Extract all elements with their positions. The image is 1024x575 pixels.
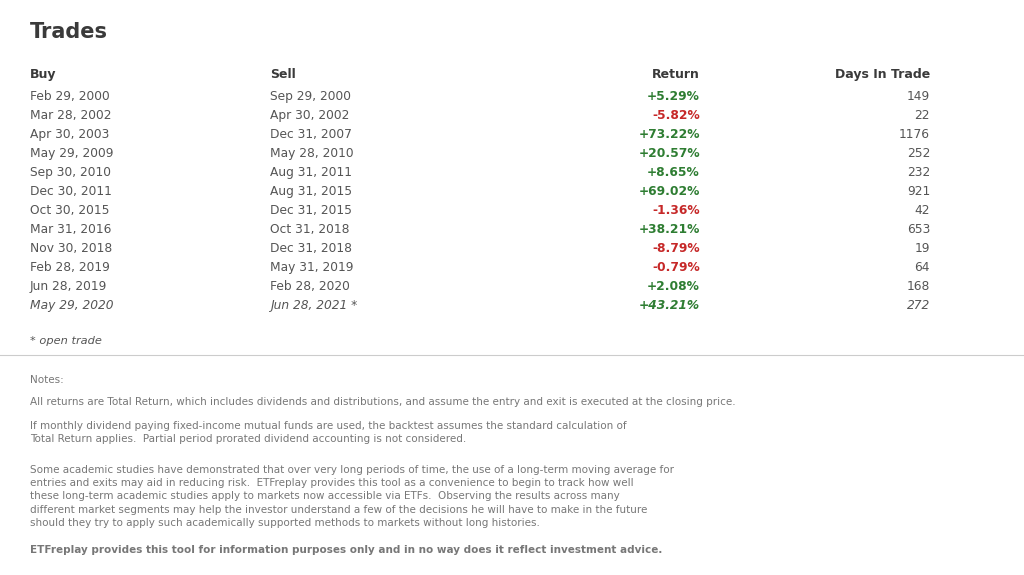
- Text: Some academic studies have demonstrated that over very long periods of time, the: Some academic studies have demonstrated …: [30, 465, 674, 528]
- Text: Jun 28, 2021 *: Jun 28, 2021 *: [270, 299, 357, 312]
- Text: Days In Trade: Days In Trade: [835, 68, 930, 81]
- Text: 921: 921: [906, 185, 930, 198]
- Text: +73.22%: +73.22%: [639, 128, 700, 141]
- Text: 653: 653: [906, 223, 930, 236]
- Text: 64: 64: [914, 261, 930, 274]
- Text: 252: 252: [906, 147, 930, 160]
- Text: Trades: Trades: [30, 22, 108, 42]
- Text: Mar 31, 2016: Mar 31, 2016: [30, 223, 112, 236]
- Text: -5.82%: -5.82%: [652, 109, 700, 122]
- Text: Apr 30, 2003: Apr 30, 2003: [30, 128, 110, 141]
- Text: Return: Return: [652, 68, 700, 81]
- Text: Sep 29, 2000: Sep 29, 2000: [270, 90, 351, 103]
- Text: Sell: Sell: [270, 68, 296, 81]
- Text: Aug 31, 2015: Aug 31, 2015: [270, 185, 352, 198]
- Text: Jun 28, 2019: Jun 28, 2019: [30, 280, 108, 293]
- Text: +8.65%: +8.65%: [647, 166, 700, 179]
- Text: +38.21%: +38.21%: [639, 223, 700, 236]
- Text: Oct 31, 2018: Oct 31, 2018: [270, 223, 349, 236]
- Text: Aug 31, 2011: Aug 31, 2011: [270, 166, 352, 179]
- Text: Nov 30, 2018: Nov 30, 2018: [30, 242, 113, 255]
- Text: 232: 232: [906, 166, 930, 179]
- Text: 19: 19: [914, 242, 930, 255]
- Text: May 29, 2020: May 29, 2020: [30, 299, 114, 312]
- Text: Mar 28, 2002: Mar 28, 2002: [30, 109, 112, 122]
- Text: If monthly dividend paying fixed-income mutual funds are used, the backtest assu: If monthly dividend paying fixed-income …: [30, 421, 627, 444]
- Text: ETFreplay provides this tool for information purposes only and in no way does it: ETFreplay provides this tool for informa…: [30, 545, 663, 555]
- Text: 22: 22: [914, 109, 930, 122]
- Text: 149: 149: [906, 90, 930, 103]
- Text: Dec 31, 2018: Dec 31, 2018: [270, 242, 352, 255]
- Text: May 31, 2019: May 31, 2019: [270, 261, 353, 274]
- Text: +5.29%: +5.29%: [647, 90, 700, 103]
- Text: May 29, 2009: May 29, 2009: [30, 147, 114, 160]
- Text: * open trade: * open trade: [30, 336, 101, 346]
- Text: Sep 30, 2010: Sep 30, 2010: [30, 166, 111, 179]
- Text: Dec 31, 2007: Dec 31, 2007: [270, 128, 352, 141]
- Text: +43.21%: +43.21%: [639, 299, 700, 312]
- Text: Feb 29, 2000: Feb 29, 2000: [30, 90, 110, 103]
- Text: -1.36%: -1.36%: [652, 204, 700, 217]
- Text: All returns are Total Return, which includes dividends and distributions, and as: All returns are Total Return, which incl…: [30, 397, 735, 407]
- Text: 272: 272: [906, 299, 930, 312]
- Text: Notes:: Notes:: [30, 375, 63, 385]
- Text: -8.79%: -8.79%: [652, 242, 700, 255]
- Text: May 28, 2010: May 28, 2010: [270, 147, 353, 160]
- Text: 1176: 1176: [899, 128, 930, 141]
- Text: Feb 28, 2020: Feb 28, 2020: [270, 280, 350, 293]
- Text: Oct 30, 2015: Oct 30, 2015: [30, 204, 110, 217]
- Text: 168: 168: [906, 280, 930, 293]
- Text: Dec 30, 2011: Dec 30, 2011: [30, 185, 112, 198]
- Text: +69.02%: +69.02%: [639, 185, 700, 198]
- Text: +2.08%: +2.08%: [647, 280, 700, 293]
- Text: 42: 42: [914, 204, 930, 217]
- Text: Apr 30, 2002: Apr 30, 2002: [270, 109, 349, 122]
- Text: +20.57%: +20.57%: [638, 147, 700, 160]
- Text: Feb 28, 2019: Feb 28, 2019: [30, 261, 110, 274]
- Text: Buy: Buy: [30, 68, 56, 81]
- Text: -0.79%: -0.79%: [652, 261, 700, 274]
- Text: Dec 31, 2015: Dec 31, 2015: [270, 204, 352, 217]
